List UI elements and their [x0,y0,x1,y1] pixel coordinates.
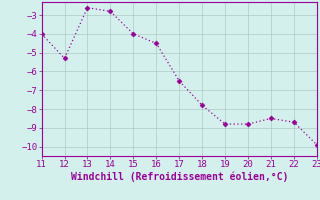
X-axis label: Windchill (Refroidissement éolien,°C): Windchill (Refroidissement éolien,°C) [70,172,288,182]
